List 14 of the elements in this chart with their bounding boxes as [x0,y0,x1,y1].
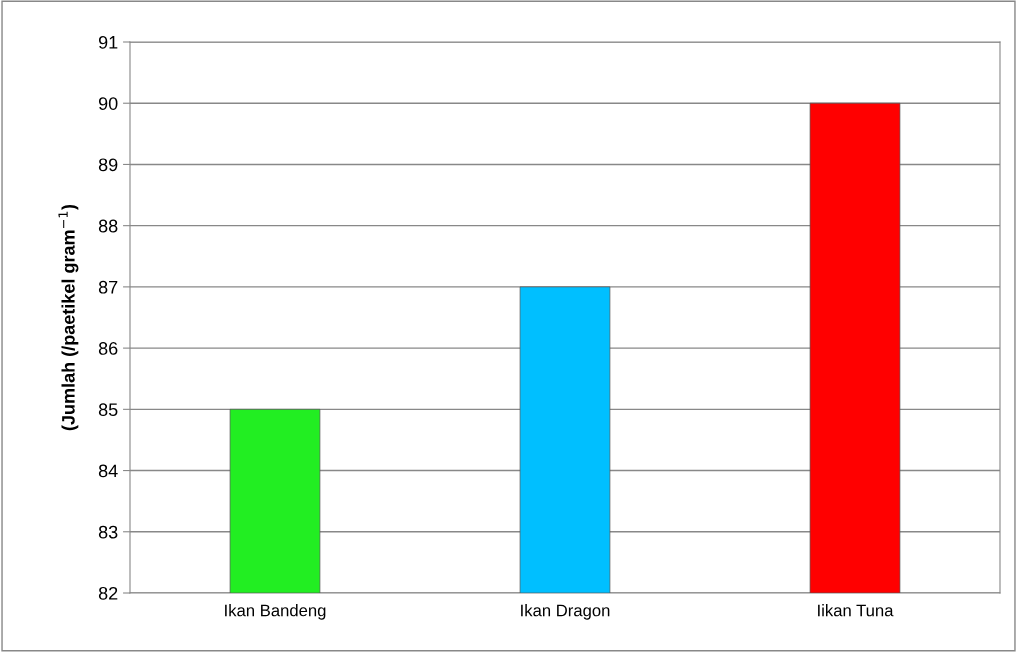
y-tick-label: 88 [98,219,118,233]
x-tick-label: Ikan Dragon [521,604,610,620]
y-tick-label: 86 [98,342,118,355]
x-tick-label: Ikan Bandeng [225,604,326,620]
y-tick-label: 85 [98,403,118,417]
y-tick-label: 82 [98,586,118,600]
y-axis-title: (Jumlah (/paetikel gram$^{−1}$) [58,204,79,431]
y-tick-label: 90 [98,97,118,110]
y-tick-label: 84 [98,464,118,478]
x-tick-label: Iikan Tuna [818,604,894,617]
y-tick-label: 91 [98,35,118,49]
y-tick-label: 83 [98,525,118,539]
y-tick-label: 89 [98,158,118,172]
y-tick-label: 87 [98,280,118,294]
